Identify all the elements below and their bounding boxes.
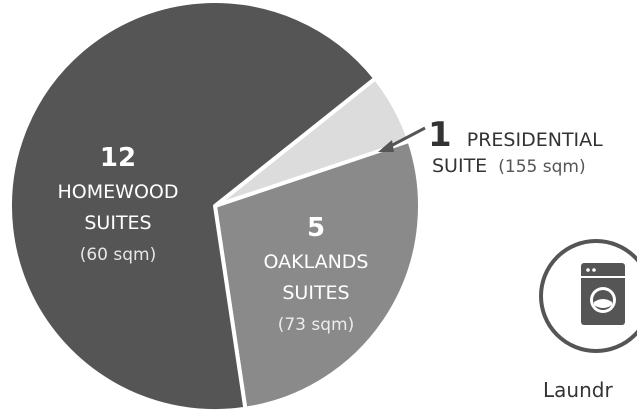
presidential-callout-line1: 1 PRESIDENTIAL <box>428 115 603 155</box>
laundry-label: Laundr <box>543 378 613 402</box>
pie-slice-homewood <box>8 0 378 412</box>
homewood-name-line2: SUITES <box>84 212 151 234</box>
homewood-size: (60 sqm) <box>80 245 157 265</box>
oaklands-name-line2: SUITES <box>282 282 349 304</box>
pie-slice-oaklands <box>213 138 422 411</box>
washing-machine-icon <box>581 263 625 325</box>
laundry-section: Laundr <box>539 239 637 402</box>
oaklands-size: (73 sqm) <box>278 315 355 335</box>
presidential-count: 1 <box>428 115 452 155</box>
presidential-name-line1: PRESIDENTIAL <box>467 129 603 151</box>
oaklands-count: 5 <box>307 213 325 243</box>
laundry-ring <box>539 239 637 353</box>
presidential-name-line2: SUITE <box>432 155 487 177</box>
slice-label-homewood: 12 HOMEWOOD SUITES (60 sqm) <box>58 143 179 265</box>
homewood-count: 12 <box>100 143 136 173</box>
presidential-size: (155 sqm) <box>498 157 585 177</box>
oaklands-name-line1: OAKLANDS <box>263 251 368 273</box>
presidential-callout-line2: SUITE (155 sqm) <box>432 155 586 177</box>
presidential-callout-arrowhead <box>378 140 394 152</box>
slice-label-oaklands: 5 OAKLANDS SUITES (73 sqm) <box>263 213 368 335</box>
homewood-name-line1: HOMEWOOD <box>58 181 179 203</box>
